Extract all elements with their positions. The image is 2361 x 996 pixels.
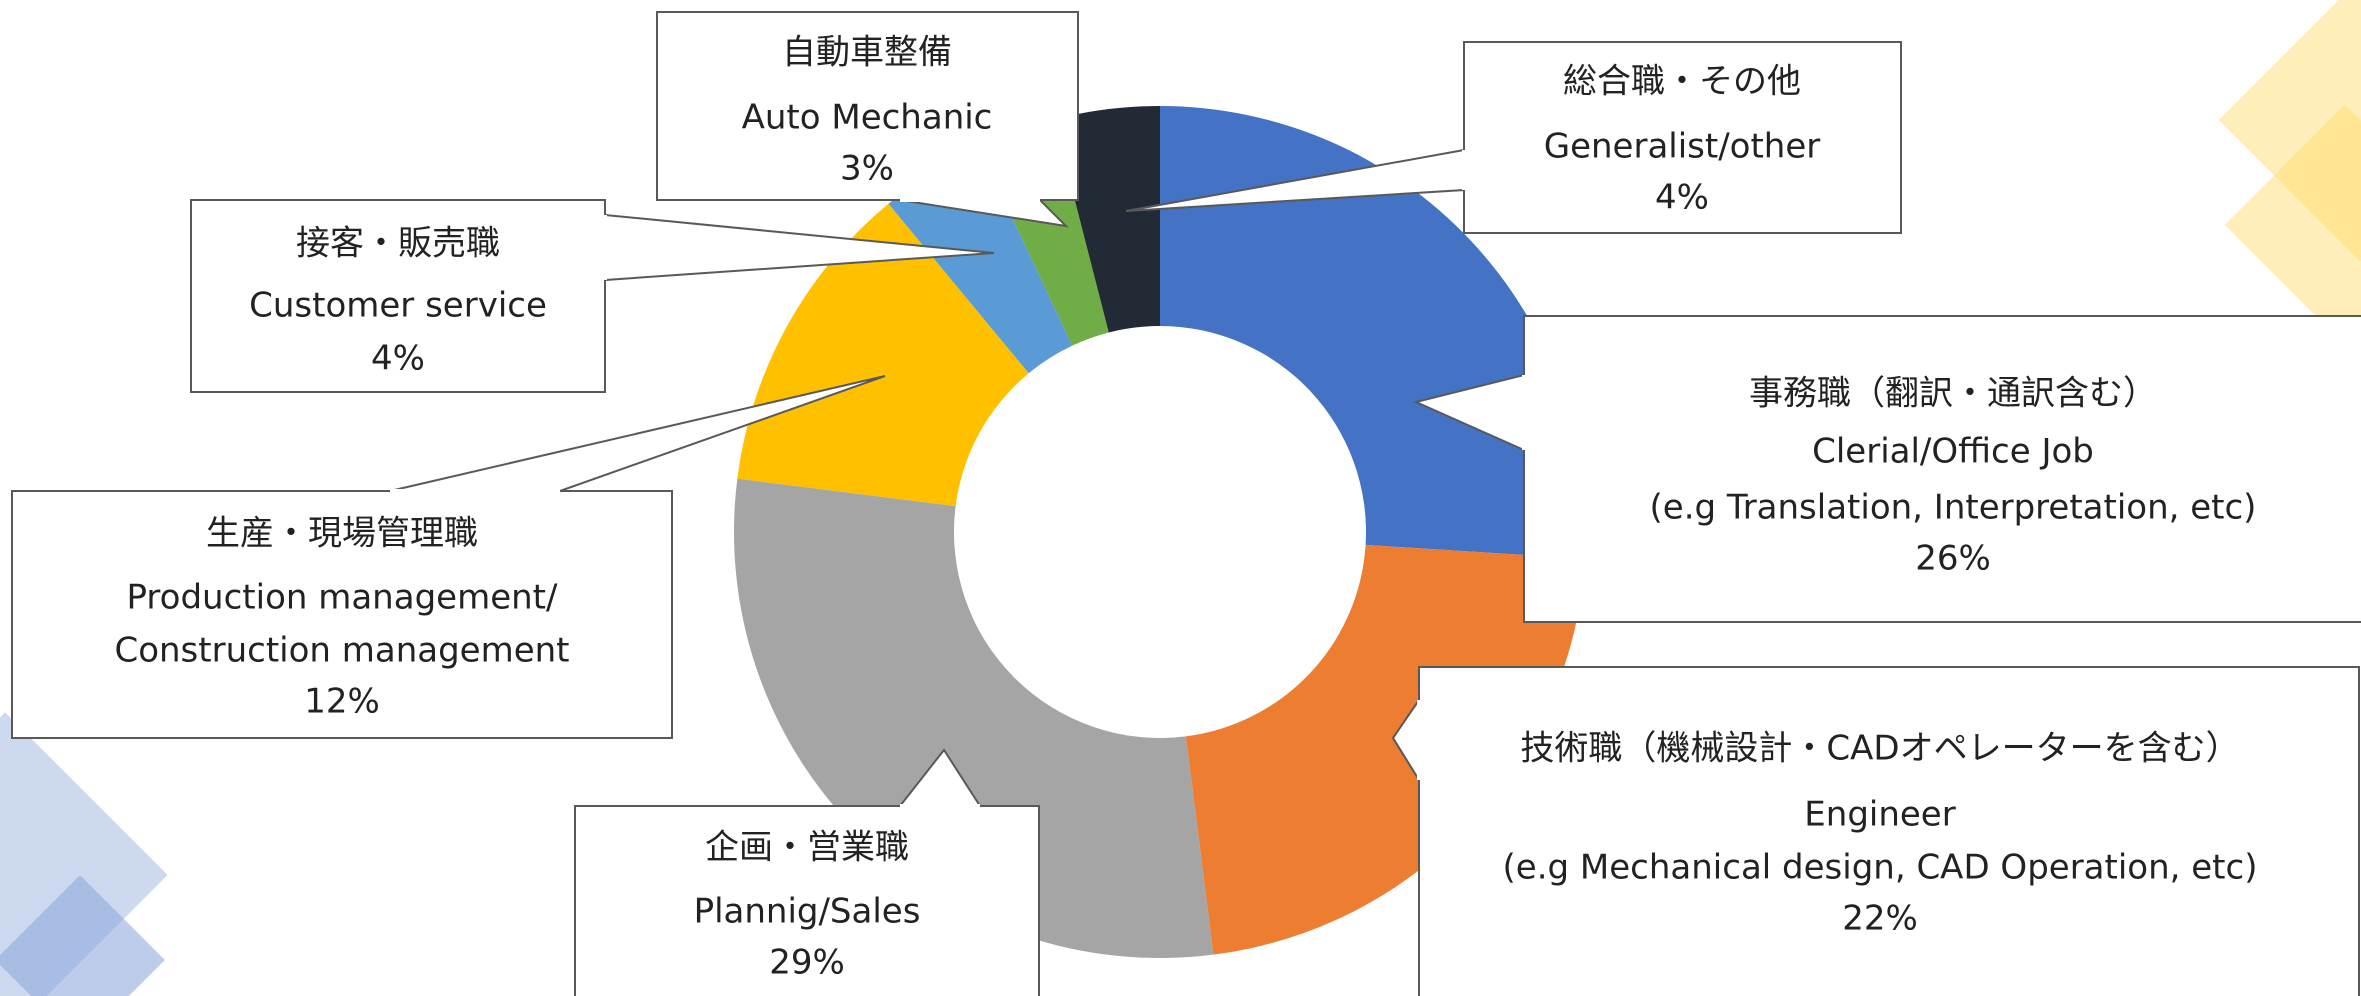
label-en: Auto Mechanic xyxy=(742,98,993,138)
callout: 技術職（機械設計・CADオペレーターを含む） Engineer (e.g Mecha… xyxy=(1393,667,2359,996)
value-label: 3% xyxy=(840,149,894,189)
value-label: 4% xyxy=(371,339,425,379)
label-en: Engineer xyxy=(1804,795,1955,835)
label-en: Construction management xyxy=(114,631,569,671)
value-label: 26% xyxy=(1915,539,1991,579)
label-en: Clerial/Office Job xyxy=(1812,432,2094,472)
value-label: 22% xyxy=(1842,899,1918,939)
label-en: (e.g Mechanical design, CAD Operation, e… xyxy=(1503,848,2258,888)
value-label: 29% xyxy=(769,943,845,983)
label-en: Plannig/Sales xyxy=(694,892,921,932)
label-en: Generalist/other xyxy=(1544,127,1821,167)
label-ja: 事務職（翻訳・通訳含む） xyxy=(1749,374,2157,414)
chart: 事務職（翻訳・通訳含む） Clerial/Office Job (e.g Trans… xyxy=(0,0,2361,996)
label-en: Production management/ xyxy=(127,578,558,618)
label-ja: 総合職・その他 xyxy=(1563,62,1801,102)
value-label: 12% xyxy=(304,682,380,722)
value-label: 4% xyxy=(1655,178,1709,218)
callout: 自動車整備 Auto Mechanic 3% xyxy=(657,12,1078,226)
label-ja: 技術職（機械設計・CADオペレーターを含む） xyxy=(1520,729,2239,769)
label-ja: 自動車整備 xyxy=(782,33,952,73)
label-ja: 接客・販売職 xyxy=(296,224,500,264)
label-en: (e.g Translation, Interpretation, etc) xyxy=(1650,488,2257,528)
label-ja: 企画・営業職 xyxy=(705,828,909,868)
label-ja: 生産・現場管理職 xyxy=(206,514,478,554)
label-en: Customer service xyxy=(249,286,547,326)
callout: 事務職（翻訳・通訳含む） Clerial/Office Job (e.g Trans… xyxy=(1416,316,2361,622)
